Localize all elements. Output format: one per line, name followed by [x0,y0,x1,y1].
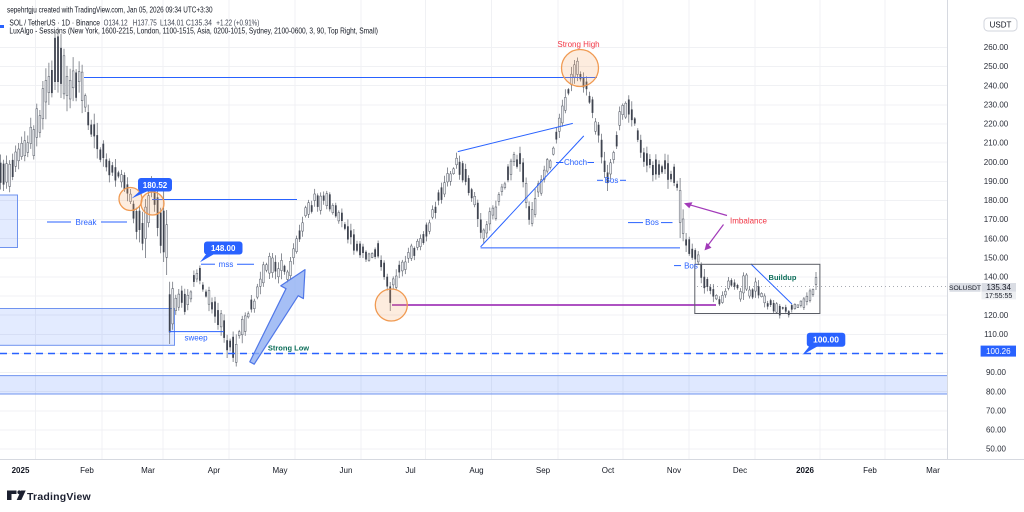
svg-text:Feb: Feb [80,466,94,475]
svg-text:sepehrtgju created with Tradin: sepehrtgju created with TradingView.com,… [7,6,213,15]
svg-text:60.00: 60.00 [986,426,1007,435]
svg-text:Jun: Jun [340,466,353,475]
svg-text:100.26: 100.26 [986,347,1011,356]
svg-text:Strong High: Strong High [557,40,599,49]
svg-text:70.00: 70.00 [986,406,1007,415]
svg-text:SOL / TetherUS · 1D · Binance: SOL / TetherUS · 1D · Binance [9,18,100,27]
svg-text:110.00: 110.00 [984,330,1008,339]
svg-text:Apr: Apr [208,466,221,475]
svg-text:170.00: 170.00 [984,215,1009,224]
svg-text:250.00: 250.00 [984,62,1009,71]
svg-text:160.00: 160.00 [984,234,1009,243]
svg-text:Jul: Jul [405,466,415,475]
svg-text:Feb: Feb [863,466,877,475]
svg-text:230.00: 230.00 [984,101,1009,110]
svg-text:mss: mss [219,260,234,269]
svg-text:Bos: Bos [605,176,619,185]
svg-text:H137.75: H137.75 [133,18,157,27]
svg-text:Oct: Oct [602,466,615,475]
svg-text:Buildup: Buildup [769,273,797,282]
svg-text:Dec: Dec [733,466,747,475]
svg-text:240.00: 240.00 [984,81,1009,90]
svg-text:Bos: Bos [645,218,659,227]
svg-text:C135.34: C135.34 [186,18,212,27]
svg-text:100.00: 100.00 [813,335,839,345]
svg-text:TradingView: TradingView [27,491,91,503]
svg-text:2026: 2026 [796,466,814,475]
svg-text:180.52: 180.52 [143,181,168,190]
svg-text:260.00: 260.00 [984,43,1009,52]
svg-text:O134.12: O134.12 [104,18,128,27]
svg-text:148.00: 148.00 [211,244,236,253]
svg-text:+1.22 (+0.91%): +1.22 (+0.91%) [216,18,259,27]
svg-text:SOLUSDT: SOLUSDT [949,285,981,292]
svg-text:17:55:55: 17:55:55 [985,293,1012,300]
svg-text:Mar: Mar [926,466,940,475]
svg-text:120.00: 120.00 [984,311,1009,320]
svg-text:Nov: Nov [667,466,681,475]
svg-text:Strong Low: Strong Low [268,344,309,353]
svg-text:200.00: 200.00 [984,158,1009,167]
svg-text:Break: Break [76,218,98,227]
svg-text:sweep: sweep [184,334,208,343]
svg-text:180.00: 180.00 [984,196,1009,205]
svg-text:80.00: 80.00 [986,387,1007,396]
svg-text:Aug: Aug [469,466,483,475]
svg-text:Choch: Choch [564,158,587,167]
svg-text:190.00: 190.00 [984,177,1009,186]
svg-text:USDT: USDT [990,21,1012,30]
svg-text:2025: 2025 [12,466,30,475]
svg-text:Sep: Sep [536,466,551,475]
svg-text:90.00: 90.00 [986,368,1007,377]
svg-text:210.00: 210.00 [984,139,1009,148]
svg-text:220.00: 220.00 [984,120,1009,129]
svg-text:LuxAlgo - Sessions (New York,: LuxAlgo - Sessions (New York, 1600-2215,… [9,27,378,36]
svg-text:50.00: 50.00 [986,445,1007,454]
svg-text:140.00: 140.00 [984,273,1009,282]
svg-text:L134.01: L134.01 [160,18,184,27]
svg-text:Mar: Mar [141,466,155,475]
svg-text:Bos: Bos [684,261,698,270]
svg-text:Imbalance: Imbalance [730,216,767,225]
svg-text:150.00: 150.00 [984,253,1009,262]
svg-text:135.34: 135.34 [986,283,1011,292]
svg-text:May: May [272,466,287,475]
